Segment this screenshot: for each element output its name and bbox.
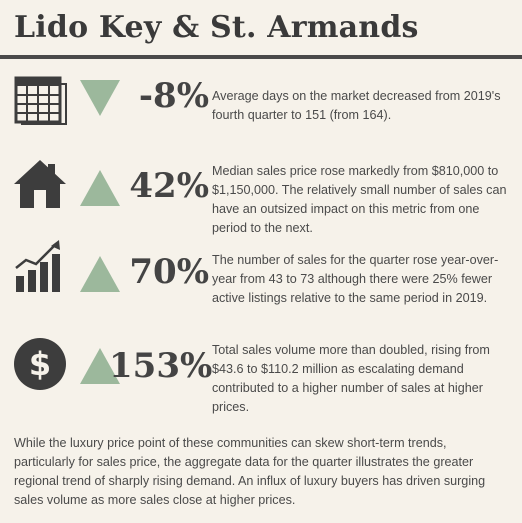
stat-description: Average days on the market decreased fro… xyxy=(212,89,501,122)
stat-row-number-of-sales: 70% The number of sales for the quarter … xyxy=(0,236,522,316)
stat-row-days-on-market: -8% Average days on the market decreased… xyxy=(0,68,522,148)
title-divider xyxy=(0,55,522,59)
stat-percentage: 70% xyxy=(129,252,209,292)
growth-chart-icon xyxy=(15,240,60,292)
stat-percentage: 42% xyxy=(129,166,209,206)
dollar-coin-icon: $ xyxy=(14,338,66,390)
stat-description: Total sales volume more than doubled, ri… xyxy=(212,343,490,414)
page-title: Lido Key & St. Armands xyxy=(14,10,419,45)
stat-row-median-price: 42% Median sales price rose markedly fro… xyxy=(0,150,522,235)
summary-paragraph: While the luxury price point of these co… xyxy=(14,436,486,507)
arrow-up-icon xyxy=(80,256,120,292)
arrow-up-icon xyxy=(80,170,120,206)
stat-percentage: -8% xyxy=(138,76,209,116)
stat-row-sales-volume: $ 153% Total sales volume more than doub… xyxy=(0,328,522,414)
svg-text:$: $ xyxy=(29,345,51,383)
calendar-icon xyxy=(14,76,67,125)
arrow-up-icon xyxy=(80,348,120,384)
house-icon xyxy=(14,160,66,208)
stat-percentage: 153% xyxy=(109,346,213,386)
stat-description: The number of sales for the quarter rose… xyxy=(212,253,499,305)
stat-description: Median sales price rose markedly from $8… xyxy=(212,164,507,235)
arrow-down-icon xyxy=(80,80,120,116)
